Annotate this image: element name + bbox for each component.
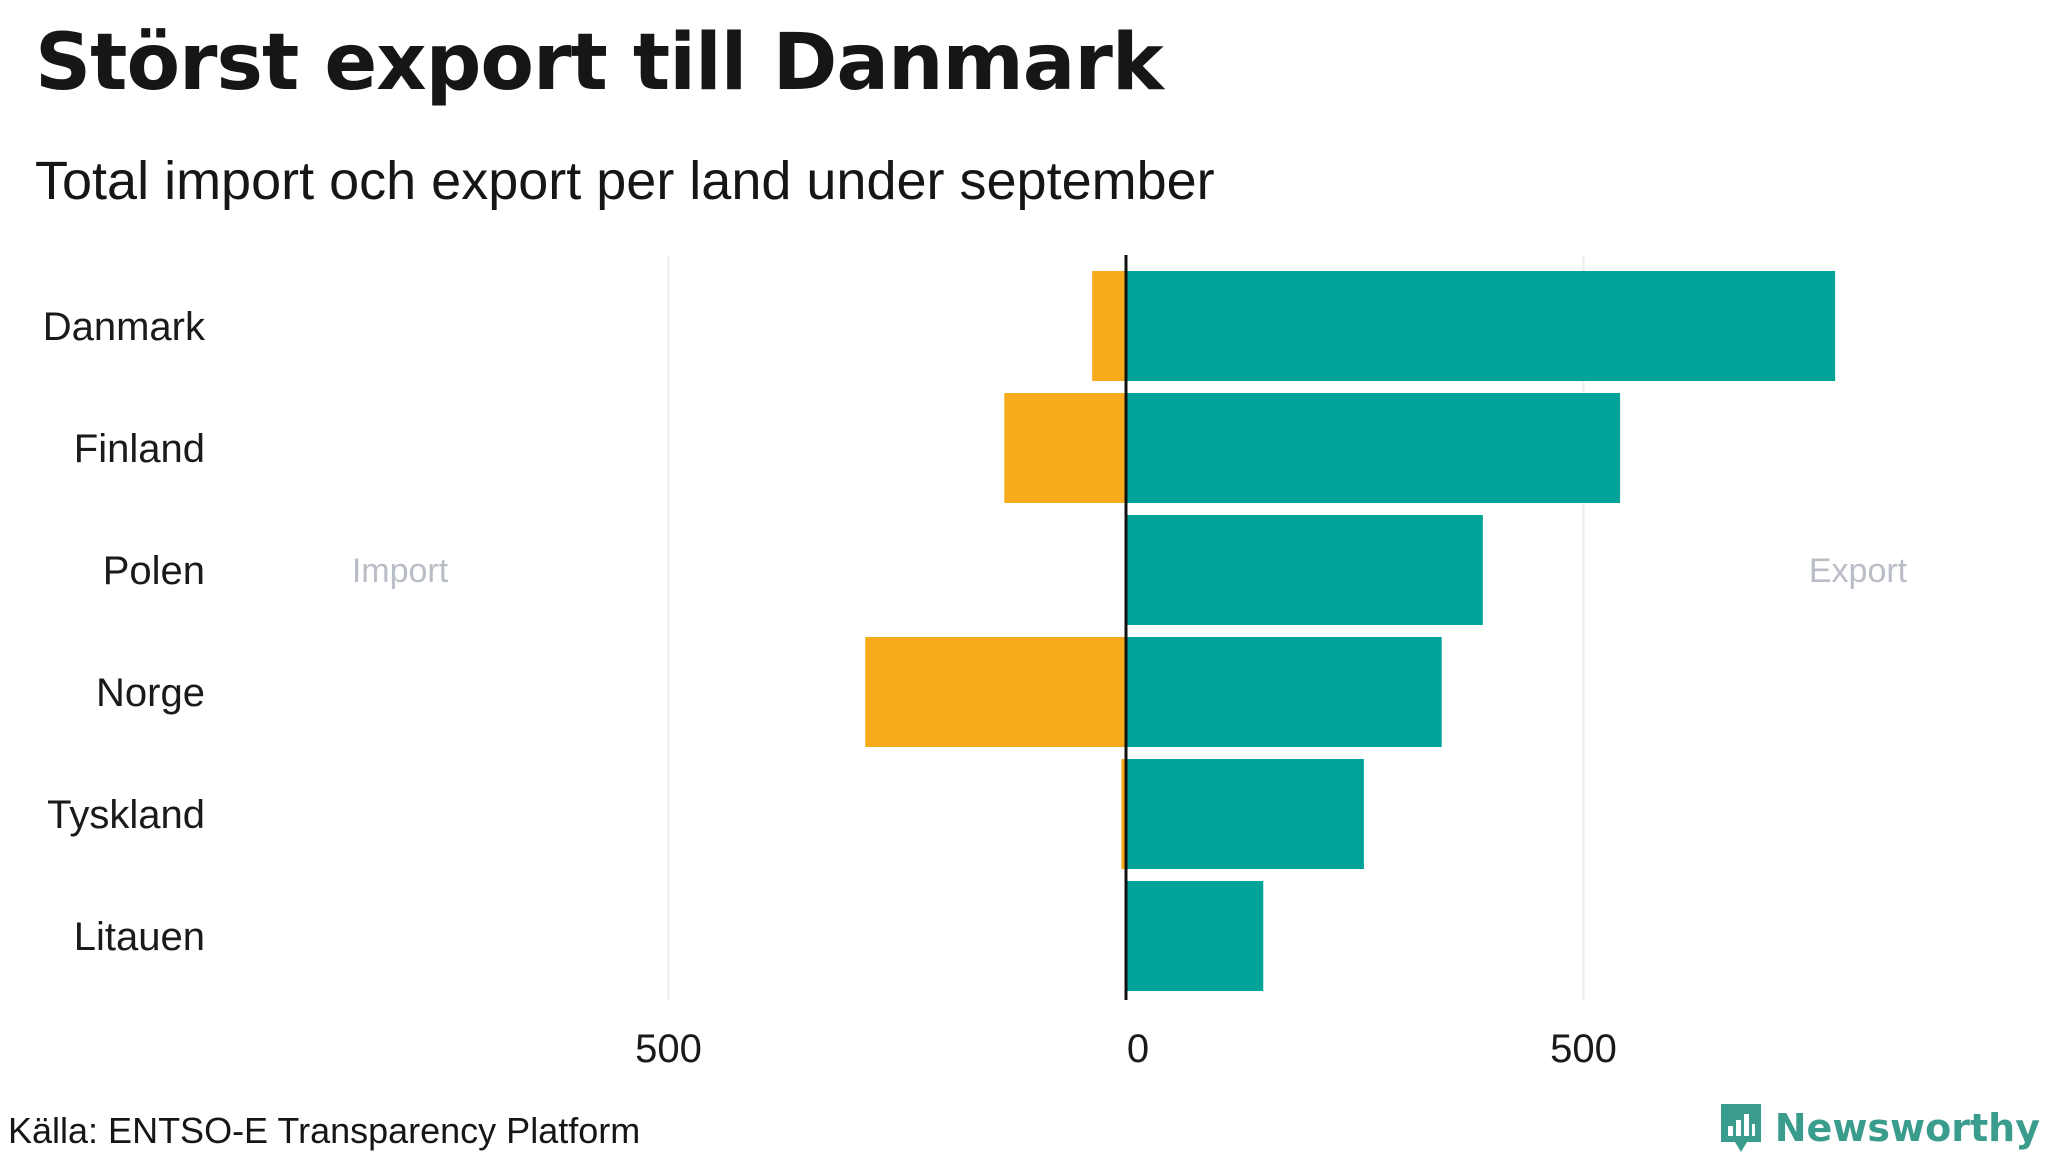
category-labels: Danmark Finland Polen Norge Tyskland Litauen <box>43 305 206 959</box>
bar-export-finland <box>1126 393 1621 503</box>
source-note: Källa: ENTSO-E Transparency Platform <box>8 1110 641 1151</box>
bar-export-polen <box>1126 515 1483 625</box>
x-tick-label: 500 <box>635 1027 702 1071</box>
import-side-label: Import <box>352 552 449 590</box>
brand-logo: Newsworthy <box>1717 1100 2040 1156</box>
bar-export-tyskland <box>1126 759 1364 869</box>
export-side-label: Export <box>1809 552 1908 590</box>
category-label: Tyskland <box>47 793 205 837</box>
bar-export-norge <box>1126 637 1442 747</box>
x-axis-ticks: 500 0 500 <box>635 1027 1617 1071</box>
category-label: Norge <box>96 671 205 715</box>
bar-export-danmark <box>1126 271 1836 381</box>
bars <box>865 271 1836 991</box>
x-tick-label: 500 <box>1550 1027 1617 1071</box>
bar-import-danmark <box>1092 271 1126 381</box>
category-label: Finland <box>74 427 205 471</box>
category-label: Polen <box>103 549 205 593</box>
chart-subtitle: Total import och export per land under s… <box>35 151 1215 211</box>
brand-name: Newsworthy <box>1774 1106 2040 1150</box>
bar-import-finland <box>1004 393 1126 503</box>
bar-export-litauen <box>1126 881 1264 991</box>
newsworthy-logo-icon <box>1720 1104 1761 1152</box>
bar-import-norge <box>865 637 1126 747</box>
category-label: Litauen <box>74 915 205 959</box>
diverging-bar-chart: DanmarkFinlandPolenNorgeTysklandLitauen … <box>43 255 1908 1071</box>
bar-import-tyskland <box>1121 759 1126 869</box>
x-tick-label: 0 <box>1127 1027 1149 1071</box>
category-label: Danmark <box>43 305 206 349</box>
chart-title: Störst export till Danmark <box>35 18 1164 108</box>
